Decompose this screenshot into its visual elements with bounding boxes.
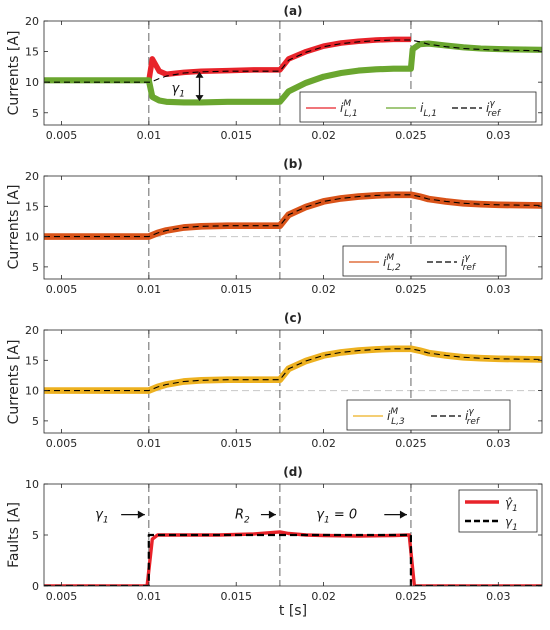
legend-box [342, 245, 507, 277]
axes-box [43, 329, 543, 434]
panel-a-title: (a) [283, 4, 302, 18]
y-tick-label: 20 [25, 15, 39, 28]
x-axis-label: t [s] [279, 603, 307, 619]
series-line-1 [44, 533, 542, 586]
y-tick-label: 5 [32, 261, 39, 274]
y-tick-label: 20 [25, 170, 39, 183]
fault-annotation: R2 [235, 508, 250, 526]
x-tick-label: 0.005 [46, 129, 78, 142]
gamma-arrow-head-up [195, 71, 204, 78]
y-tick-label: 10 [25, 385, 39, 398]
y-tick-label: 10 [25, 478, 39, 491]
series-line-1 [44, 348, 542, 392]
y-tick-label: 5 [32, 107, 39, 120]
y-tick-label: 5 [32, 415, 39, 428]
panel-d-ylabel: Faults [A] [6, 502, 22, 568]
fault-annotation: γ1 = 0 [316, 508, 357, 526]
x-tick-label: 0.015 [220, 437, 252, 450]
x-tick-label: 0.03 [486, 590, 511, 603]
x-tick-label: 0.02 [311, 437, 336, 450]
series-line-0 [146, 36, 411, 82]
y-tick-label: 10 [25, 76, 39, 89]
legend-label: iM L,3 [387, 407, 405, 427]
legend-box [346, 399, 511, 431]
x-tick-label: 0.02 [311, 283, 336, 296]
legend-label: iγ ref [486, 99, 502, 119]
panel-d-title: (d) [283, 465, 303, 479]
x-tick-label: 0.02 [311, 590, 336, 603]
y-tick-label: 20 [25, 324, 39, 337]
x-tick-label: 0.01 [137, 129, 162, 142]
legend-box [299, 91, 537, 123]
legend: iM L,3 iγ ref [346, 399, 511, 431]
legend: iM L,1 iL,1 iγ ref [299, 91, 537, 123]
annotation-arrow-head [399, 510, 407, 519]
legend-box [458, 489, 538, 533]
panel-b-ylabel: Currents [A] [6, 185, 22, 270]
y-tick-label: 15 [25, 354, 39, 367]
x-tick-label: 0.015 [220, 283, 252, 296]
legend: γ̂1γ1 [458, 489, 538, 533]
panel-b-title: (b) [283, 157, 303, 171]
legend-label: γ̂1 [505, 496, 518, 514]
annotation-arrow-head [268, 510, 276, 519]
x-tick-label: 0.03 [486, 283, 511, 296]
panel-a-ylabel: Currents [A] [6, 31, 22, 116]
y-tick-label: 5 [32, 529, 39, 542]
y-tick-label: 0 [32, 580, 39, 593]
panel-c-ylabel: Currents [A] [6, 340, 22, 425]
series-group [44, 36, 542, 106]
legend-label: iγ ref [465, 407, 481, 427]
x-tick-label: 0.015 [220, 129, 252, 142]
gamma-annotation: γ1 [172, 81, 185, 99]
legend: iM L,2 iγ ref [342, 245, 507, 277]
y-tick-label: 15 [25, 200, 39, 213]
axes-box [43, 20, 543, 126]
x-tick-label: 0.015 [220, 590, 252, 603]
y-tick-label: 15 [25, 46, 39, 59]
fault-annotation: γ1 [95, 508, 108, 526]
x-tick-label: 0.025 [395, 590, 427, 603]
series-line-1 [44, 40, 542, 106]
panel-c-title: (c) [284, 311, 302, 325]
legend-label: iL,1 [420, 101, 437, 119]
y-tick-label: 10 [25, 231, 39, 244]
x-tick-label: 0.01 [137, 437, 162, 450]
x-tick-label: 0.01 [137, 283, 162, 296]
x-tick-label: 0.005 [46, 590, 78, 603]
x-tick-label: 0.03 [486, 129, 511, 142]
x-tick-label: 0.01 [137, 590, 162, 603]
series-group [44, 191, 542, 240]
x-tick-label: 0.03 [486, 437, 511, 450]
legend-label: iM L,2 [383, 253, 401, 273]
series-line-2 [44, 39, 542, 83]
legend-label: γ1 [505, 515, 518, 533]
x-tick-label: 0.025 [395, 129, 427, 142]
x-tick-label: 0.025 [395, 437, 427, 450]
legend-label: iM L,1 [340, 99, 358, 119]
x-tick-label: 0.025 [395, 283, 427, 296]
legend-label: iγ ref [461, 253, 477, 273]
x-tick-label: 0.005 [46, 283, 78, 296]
gamma-arrow-head-down [195, 95, 204, 102]
x-tick-label: 0.005 [46, 437, 78, 450]
series-group [44, 345, 542, 394]
series-line-1 [44, 194, 542, 238]
series-group [44, 530, 542, 586]
axes-box [43, 175, 543, 280]
x-tick-label: 0.02 [311, 129, 336, 142]
annotation-arrow-head [137, 510, 145, 519]
